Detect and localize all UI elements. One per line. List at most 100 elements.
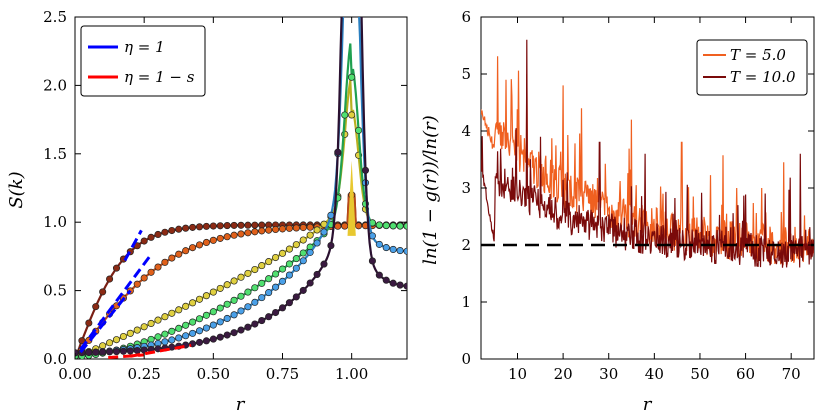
left-series-marker-s2 bbox=[182, 247, 190, 255]
left-series-marker-s6 bbox=[306, 279, 314, 287]
left-series-marker-s6 bbox=[361, 166, 370, 174]
left-series-marker-s5 bbox=[161, 338, 169, 346]
left-series-marker-s5 bbox=[265, 289, 273, 297]
left-series-marker-s6 bbox=[278, 304, 287, 312]
left-series-marker-s3 bbox=[237, 273, 245, 281]
left-series-marker-s5 bbox=[320, 228, 328, 236]
left-series-marker-s1 bbox=[161, 228, 169, 236]
left-series-marker-s3 bbox=[154, 316, 162, 324]
left-fit-line-eta-1-c bbox=[79, 289, 132, 354]
left-series-marker-s4 bbox=[202, 311, 210, 319]
left-series-marker-s6 bbox=[382, 276, 390, 284]
left-series-marker-s3 bbox=[202, 292, 210, 300]
right-y-tick-label: 4 bbox=[461, 122, 471, 140]
left-series-marker-s5 bbox=[175, 334, 183, 342]
left-series-marker-s1 bbox=[209, 222, 217, 230]
left-fit-line-eta-1-s-b bbox=[108, 353, 145, 359]
left-series-marker-s2 bbox=[334, 222, 342, 230]
left-series-marker-s2 bbox=[168, 254, 176, 262]
left-peak-fill bbox=[347, 160, 356, 236]
left-series-marker-s6 bbox=[265, 313, 273, 321]
left-series-marker-s5 bbox=[382, 244, 390, 252]
left-series-marker-s1 bbox=[189, 223, 197, 231]
right-y-axis-label: ln(1 − g(r))/ln(r) bbox=[420, 115, 441, 265]
left-series-marker-s6 bbox=[368, 257, 376, 265]
right-y-tick-label: 6 bbox=[461, 8, 471, 26]
right-x-tick-label: 60 bbox=[736, 365, 755, 383]
left-series-marker-s2 bbox=[140, 274, 148, 282]
left-series-marker-s1 bbox=[251, 221, 259, 229]
left-series-marker-s5 bbox=[258, 294, 266, 302]
left-series-marker-s3 bbox=[209, 288, 217, 296]
left-series-marker-s3 bbox=[126, 329, 134, 337]
left-series-marker-s6 bbox=[119, 347, 127, 355]
left-series-marker-s1 bbox=[99, 288, 107, 296]
left-series-marker-s4 bbox=[278, 265, 287, 273]
right-panel: 10 20 30 40 50 60 70 0 1 2 3 4 5 6 T = 5.0 T = 10.0 r… bbox=[420, 8, 815, 415]
left-y-tick-label: 1.0 bbox=[43, 213, 67, 231]
left-series-marker-s1 bbox=[154, 230, 162, 239]
left-series-marker-s4 bbox=[396, 222, 404, 230]
left-series-marker-s4 bbox=[375, 221, 383, 229]
left-series-marker-s3 bbox=[292, 241, 300, 249]
left-series-marker-s6 bbox=[320, 260, 328, 268]
left-y-tick-label: 2.0 bbox=[43, 76, 67, 94]
left-series-marker-s5 bbox=[209, 321, 217, 329]
left-series-marker-s4 bbox=[299, 249, 307, 257]
left-series-marker-s3 bbox=[99, 342, 107, 350]
right-y-tick-label: 1 bbox=[461, 293, 471, 311]
left-series-marker-s4 bbox=[195, 315, 204, 323]
left-series-marker-s2 bbox=[285, 224, 293, 232]
left-series-marker-s1 bbox=[244, 221, 252, 229]
left-series-marker-s3 bbox=[133, 326, 141, 334]
right-x-tick-label: 30 bbox=[599, 365, 618, 383]
left-series-marker-s4 bbox=[403, 222, 407, 230]
left-series-marker-s6 bbox=[258, 317, 266, 325]
left-y-tick-label: 0.5 bbox=[43, 282, 67, 300]
left-series-marker-s5 bbox=[342, 0, 348, 6]
left-series-marker-s6 bbox=[126, 347, 134, 355]
left-series-marker-s5 bbox=[195, 327, 204, 335]
left-x-tick-label: 1.00 bbox=[335, 365, 368, 383]
left-series-marker-s6 bbox=[327, 242, 335, 250]
right-x-tick-label: 70 bbox=[782, 365, 801, 383]
left-fit-line-eta-1-a bbox=[123, 229, 143, 262]
left-series-marker-s1 bbox=[202, 222, 210, 230]
left-series-marker-s4 bbox=[251, 284, 259, 292]
left-series-marker-s6 bbox=[112, 348, 121, 356]
left-series-marker-s5 bbox=[230, 311, 238, 319]
right-legend-box bbox=[696, 39, 808, 96]
left-series-marker-s5 bbox=[389, 245, 397, 253]
left-series-marker-s2 bbox=[292, 224, 300, 232]
right-x-tick-label: 50 bbox=[690, 365, 709, 383]
left-series-marker-s3 bbox=[189, 299, 197, 307]
left-series-marker-s5 bbox=[313, 239, 321, 247]
left-y-tick-label: 1.5 bbox=[43, 145, 67, 163]
left-series-marker-s5 bbox=[348, 0, 354, 6]
left-series-marker-s1 bbox=[147, 233, 155, 241]
left-series-marker-s6 bbox=[92, 348, 100, 356]
left-series-marker-s3 bbox=[119, 332, 127, 341]
left-series-marker-s4 bbox=[341, 111, 349, 119]
left-series-marker-s5 bbox=[244, 303, 252, 311]
left-series-marker-s2 bbox=[189, 244, 197, 252]
left-series-marker-s6 bbox=[154, 345, 162, 353]
left-series-marker-s4 bbox=[258, 279, 266, 287]
left-series-marker-s6 bbox=[389, 279, 397, 287]
left-series-marker-s4 bbox=[161, 330, 169, 338]
left-series-marker-s1 bbox=[182, 224, 190, 232]
left-series-marker-s5 bbox=[306, 248, 314, 256]
left-y-tick-label: 0.0 bbox=[43, 350, 67, 368]
left-series-marker-s1 bbox=[78, 337, 86, 345]
legend-label-eta-1-s: η = 1 − s bbox=[124, 68, 195, 86]
left-series-marker-s5 bbox=[355, 0, 361, 6]
left-y-axis-label: S(k) bbox=[6, 171, 27, 208]
left-series-marker-s6 bbox=[209, 335, 217, 343]
left-series-marker-s2 bbox=[265, 226, 273, 234]
left-series-marker-s5 bbox=[327, 211, 335, 219]
right-y-tick-label: 2 bbox=[461, 236, 471, 254]
left-series-marker-s3 bbox=[285, 245, 293, 253]
left-x-tick-label: 0.00 bbox=[58, 365, 91, 383]
left-series-marker-s5 bbox=[375, 240, 383, 248]
